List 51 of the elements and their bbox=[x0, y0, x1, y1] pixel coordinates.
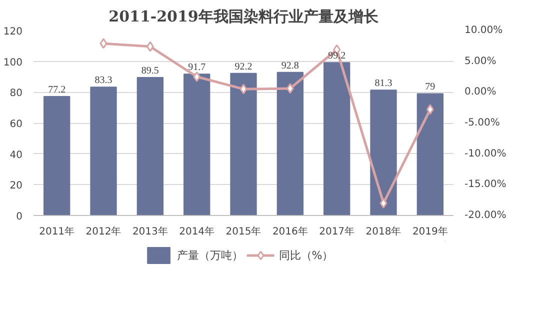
bar bbox=[230, 72, 257, 216]
point bbox=[426, 104, 434, 115]
y2-tick-label: -5.00% bbox=[464, 118, 500, 128]
x-tick-label: 2013年 bbox=[132, 226, 168, 238]
x-tick-label: 2017年 bbox=[319, 226, 355, 238]
y2-tick-label: 0.00% bbox=[464, 86, 496, 98]
chart-title: 2011-2019年我国染料行业产量及增长 bbox=[108, 8, 380, 26]
x-tick-label: 2018年 bbox=[366, 226, 402, 238]
bar bbox=[136, 77, 164, 216]
x-tick-label: 2015年 bbox=[226, 226, 262, 238]
y-tick-label: 0 bbox=[16, 212, 23, 222]
y-tick-label: 120 bbox=[3, 26, 23, 38]
bar bbox=[276, 72, 304, 216]
y2-tick-label: -20.00% bbox=[464, 210, 506, 221]
x-tick-label: 2014年 bbox=[179, 226, 215, 238]
y2-tick-label: 5.00% bbox=[464, 56, 496, 67]
bar bbox=[44, 96, 70, 216]
y-tick-label: 100 bbox=[3, 57, 23, 68]
legend-label: 产量（万吨） bbox=[176, 248, 243, 262]
data-label: 79 bbox=[425, 82, 436, 93]
y-tick-label: 80 bbox=[10, 88, 23, 100]
x-tick-label: 2011年 bbox=[39, 226, 75, 238]
point bbox=[146, 41, 154, 52]
data-label: 83.3 bbox=[94, 75, 112, 86]
x-tick-label: 2012年 bbox=[86, 226, 122, 238]
data-label: 99.2 bbox=[328, 50, 346, 62]
data-label: 89.5 bbox=[141, 66, 159, 77]
data-label: 81.3 bbox=[374, 78, 392, 90]
point bbox=[100, 38, 108, 49]
y2-tick-label: 10.00% bbox=[464, 25, 503, 36]
y2-tick-label: -15.00% bbox=[464, 179, 506, 190]
bar bbox=[324, 62, 350, 216]
point bbox=[380, 198, 388, 208]
point bbox=[240, 84, 248, 94]
y2-tick-label: -10.00% bbox=[464, 148, 506, 160]
bar bbox=[416, 93, 444, 216]
x-tick-label: 2019年 bbox=[412, 226, 448, 238]
data-label: 92.8 bbox=[281, 60, 299, 72]
data-label: 91.7 bbox=[188, 62, 206, 74]
y-tick-label: 20 bbox=[10, 180, 23, 192]
data-label: 77.2 bbox=[48, 84, 66, 96]
legend-label: 同比（%） bbox=[278, 248, 334, 262]
point bbox=[193, 72, 201, 82]
point bbox=[286, 83, 294, 94]
x-tick-label: 2016年 bbox=[272, 226, 308, 238]
y-tick-label: 40 bbox=[10, 150, 23, 161]
bar bbox=[184, 74, 210, 216]
data-label: 92.2 bbox=[234, 61, 252, 72]
bar bbox=[370, 90, 397, 216]
bar bbox=[90, 86, 117, 216]
y-tick-label: 60 bbox=[10, 119, 23, 130]
